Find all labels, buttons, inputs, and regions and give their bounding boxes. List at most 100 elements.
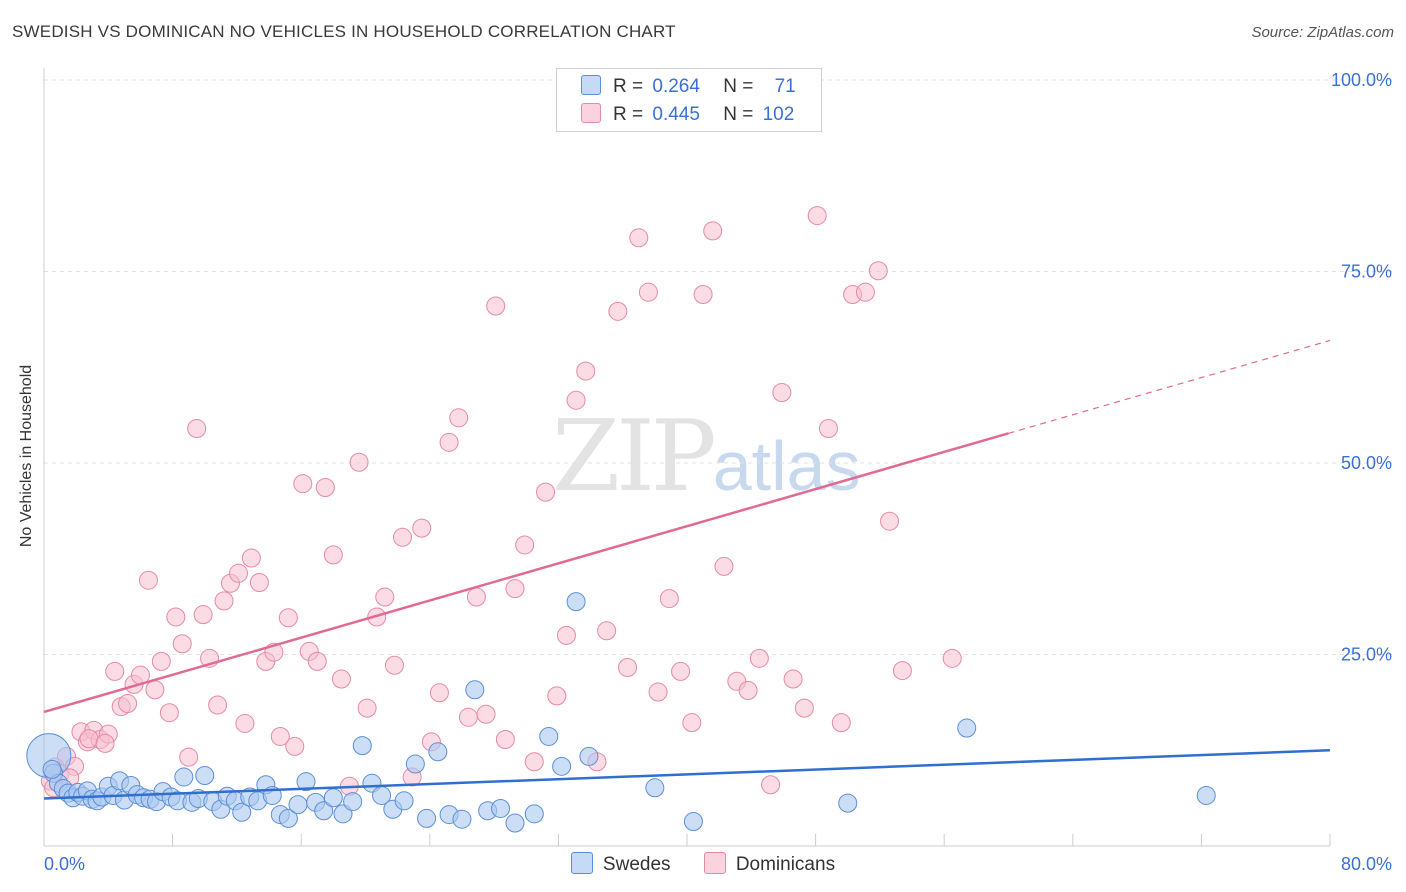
legend-dominicans-n-label: N = [723, 104, 754, 125]
legend-swedes-r-value: 0.264 [652, 76, 700, 97]
chart-title: SWEDISH VS DOMINICAN NO VEHICLES IN HOUS… [12, 22, 676, 41]
dominicans-point [159, 703, 179, 723]
correlation-legend: R = 0.264 N = 71 R = 0.445 N = 102 [556, 68, 822, 132]
series-legend-swedes[interactable]: Swedes [570, 852, 671, 876]
dominicans-point [449, 408, 469, 428]
dominicans-points [40, 206, 962, 798]
watermark-zip: ZIP [552, 400, 717, 514]
swedes-point [343, 792, 363, 812]
legend-swedes-n-value: 71 [774, 76, 796, 97]
dominicans-point [892, 661, 912, 681]
swedes-point [174, 767, 194, 787]
dominicans-point [942, 648, 962, 668]
dominicans-point [315, 478, 335, 498]
dominicans-point [105, 661, 125, 681]
swedes-point [232, 802, 252, 822]
y-tick-label: 50.0% [1341, 453, 1392, 473]
dominicans-point [831, 713, 851, 733]
dominicans-point [79, 729, 99, 749]
dominicans-point [783, 669, 803, 689]
swedes-point [524, 804, 544, 824]
swedes-point [579, 746, 599, 766]
dominicans-point [95, 733, 115, 753]
legend-swedes-r-label: R = [613, 76, 644, 97]
swedes-point [683, 811, 703, 831]
trend-lines [43, 339, 1331, 800]
dominicans-point [307, 651, 327, 671]
dominicans-point [392, 527, 412, 547]
dominicans-point [172, 634, 192, 654]
dominicans-point [241, 548, 261, 568]
dominicans-point [761, 775, 781, 795]
legend-dominicans-n-value: 102 [762, 104, 795, 125]
dominicans-point [515, 535, 535, 555]
series-swatch-swedes [570, 852, 593, 874]
swedes-point [645, 778, 665, 798]
dominicans-point [638, 282, 658, 302]
watermark-atlas: atlas [712, 427, 861, 505]
dominicans-point [187, 419, 207, 439]
dominicans-point [536, 482, 556, 502]
dominicans-point [179, 747, 199, 767]
dominicans-point [818, 419, 838, 439]
dominicans-point [458, 707, 478, 727]
tick-labels: 25.0% 50.0% 75.0% 100.0% 0.0% 80.0% [44, 70, 1392, 874]
dominicans-point [486, 296, 506, 316]
dominicans-point [618, 658, 638, 678]
dominicans-point [566, 390, 586, 410]
swedes-point [838, 793, 858, 813]
dominicans-point [412, 518, 432, 538]
swedes-point [957, 718, 977, 738]
swedes-point [278, 808, 298, 828]
dominicans-point [375, 587, 395, 607]
dominicans-point [738, 681, 758, 701]
dominicans-point [439, 432, 459, 452]
swedes-point [452, 809, 472, 829]
dominicans-point [145, 680, 165, 700]
swedes-trend-line [43, 749, 1331, 800]
dominicans-point [235, 713, 255, 733]
dominicans-point [278, 608, 298, 628]
series-swatch-dominicans [703, 852, 726, 874]
swedes-point [539, 726, 559, 746]
dominicans-point [703, 221, 723, 241]
series-legend-dominicans[interactable]: Dominicans [703, 852, 836, 876]
dominicans-point [556, 625, 576, 645]
y-tick-label: 100.0% [1331, 70, 1392, 90]
legend-row-dominicans: R = 0.445 N = 102 [581, 103, 794, 126]
swedes-point [1196, 785, 1216, 805]
swedes-point [465, 680, 485, 700]
swedes-point [288, 795, 308, 815]
series-label-dominicans: Dominicans [735, 854, 836, 875]
x-tick-label-min: 0.0% [44, 854, 85, 874]
dominicans-point [429, 683, 449, 703]
axes [43, 68, 1331, 847]
dominicans-point [349, 452, 369, 472]
dominicans-point [855, 282, 875, 302]
dominicans-point [505, 579, 525, 599]
swedes-point [566, 592, 586, 612]
dominicans-point [166, 607, 186, 627]
dominicans-point [794, 698, 814, 718]
legend-swatch-swedes [581, 75, 601, 95]
swedes-point [491, 798, 511, 818]
dominicans-point [229, 563, 249, 583]
swedes-point [195, 766, 215, 786]
dominicans-point [331, 669, 351, 689]
dominicans-point [495, 730, 515, 750]
dominicans-point [151, 651, 171, 671]
dominicans-point [285, 736, 305, 756]
y-tick-label: 25.0% [1341, 645, 1392, 665]
dominicans-point [608, 301, 628, 321]
dominicans-point [597, 621, 617, 641]
dominicans-point [576, 361, 596, 381]
dominicans-point [693, 284, 713, 304]
dominicans-trend-extension [1008, 339, 1331, 434]
swedes-point [296, 772, 316, 792]
series-label-swedes: Swedes [602, 854, 671, 875]
legend-row-swedes: R = 0.264 N = 71 [581, 75, 796, 98]
legend-swatch-dominicans [581, 103, 601, 123]
dominicans-point [547, 686, 567, 706]
legend-dominicans-r-value: 0.445 [652, 104, 700, 125]
